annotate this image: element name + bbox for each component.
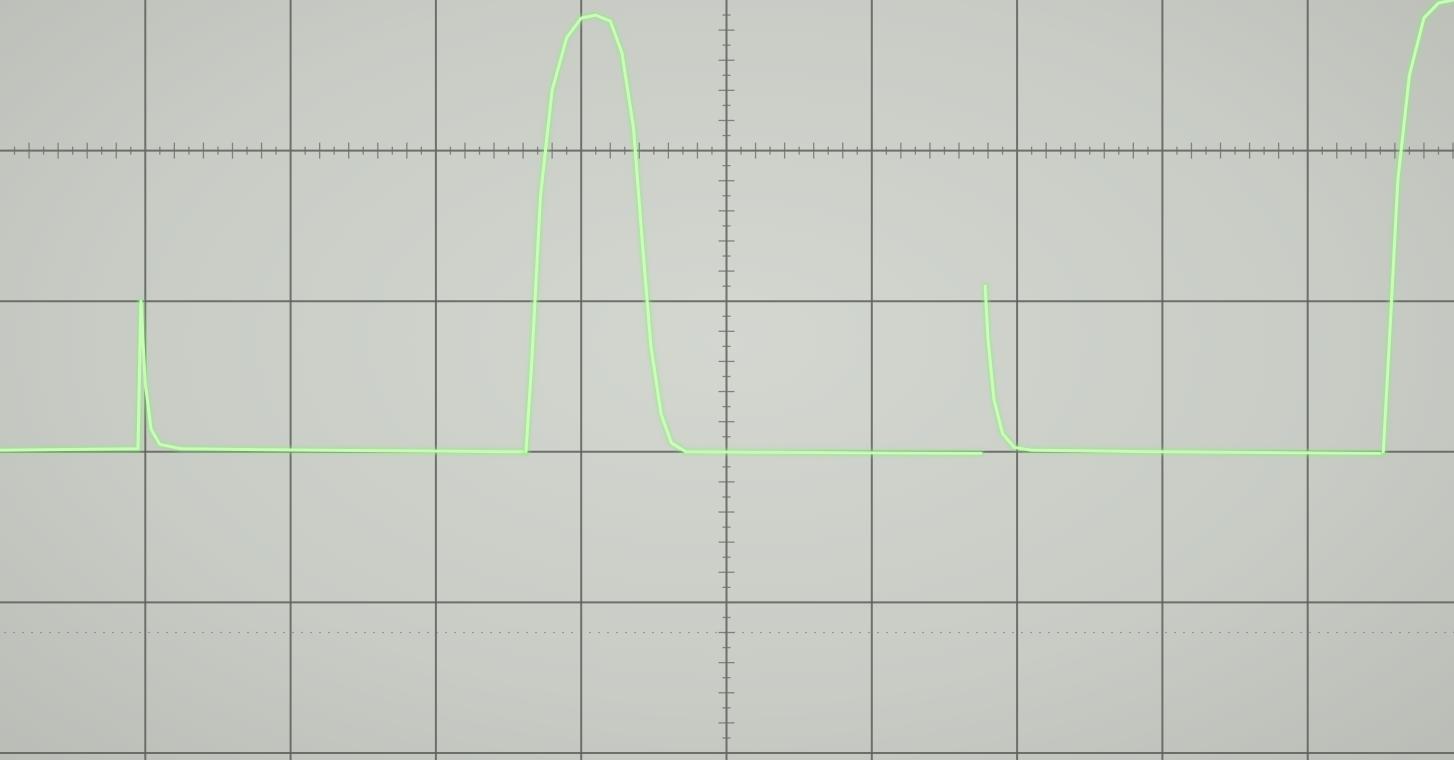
waveform-trace-halo <box>522 11 985 457</box>
waveform-trace-line <box>983 284 1382 455</box>
waveform-trace-line <box>0 299 525 454</box>
waveform-trace <box>0 0 1454 457</box>
waveform-trace-line <box>1381 0 1454 454</box>
waveform-trace-halo <box>981 282 1384 457</box>
waveform-trace-halo <box>0 297 527 456</box>
waveform-trace-halo <box>1379 0 1454 456</box>
waveform-trace-line <box>524 13 983 455</box>
